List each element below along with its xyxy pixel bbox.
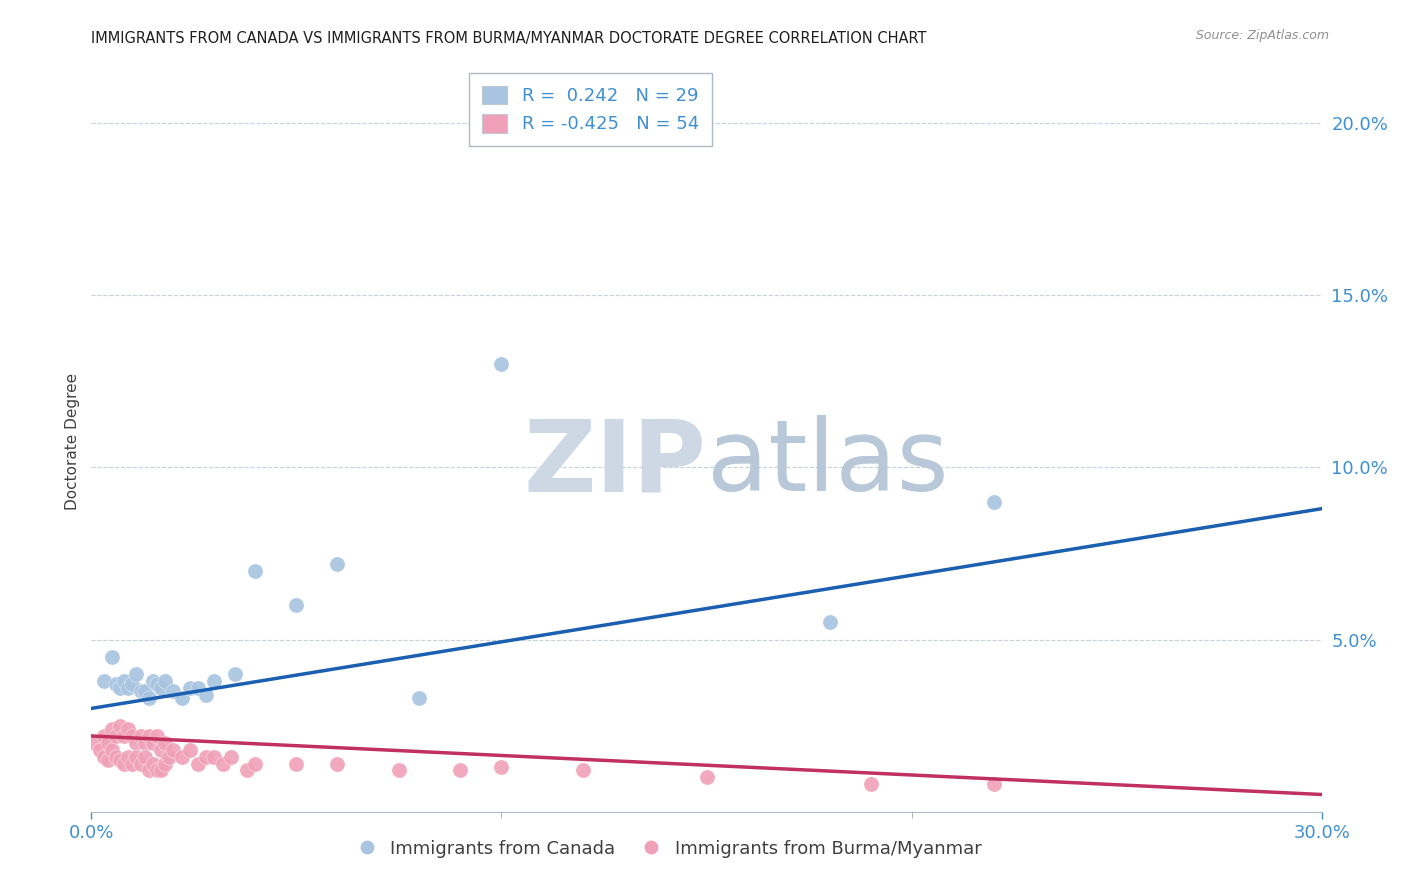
Y-axis label: Doctorate Degree: Doctorate Degree (65, 373, 80, 510)
Point (245, 564, 267, 578)
Point (859, 777, 882, 791)
Point (134, 749, 156, 764)
Point (125, 667, 148, 681)
Point (388, 764, 411, 778)
Point (326, 557, 349, 571)
Point (449, 764, 471, 778)
Point (89, 743, 111, 757)
Text: IMMIGRANTS FROM CANADA VS IMMIGRANTS FROM BURMA/MYANMAR DOCTORATE DEGREE CORRELA: IMMIGRANTS FROM CANADA VS IMMIGRANTS FRO… (91, 31, 927, 46)
Point (162, 684, 184, 698)
Legend: Immigrants from Canada, Immigrants from Burma/Myanmar: Immigrants from Canada, Immigrants from … (350, 832, 988, 865)
Point (93, 673, 115, 688)
Point (121, 756, 143, 771)
Point (117, 749, 139, 764)
Point (170, 691, 193, 706)
Point (108, 753, 131, 767)
Point (146, 764, 169, 778)
Point (219, 749, 242, 764)
Point (162, 743, 184, 757)
Point (150, 681, 173, 695)
Point (134, 684, 156, 698)
Point (150, 764, 173, 778)
Point (142, 736, 165, 750)
Point (108, 681, 131, 695)
Point (285, 756, 308, 771)
Point (326, 756, 349, 771)
Point (153, 736, 177, 750)
Point (112, 756, 135, 771)
Point (101, 743, 124, 757)
Text: atlas: atlas (706, 416, 948, 512)
Point (112, 673, 135, 688)
Point (146, 677, 169, 691)
Point (97, 736, 120, 750)
Point (491, 760, 513, 774)
Point (129, 756, 152, 771)
Point (93, 749, 115, 764)
Point (572, 764, 595, 778)
Point (285, 598, 308, 612)
Point (408, 691, 430, 706)
Point (170, 749, 193, 764)
Point (179, 743, 201, 757)
Point (818, 615, 841, 630)
Point (245, 756, 267, 771)
Point (138, 729, 160, 743)
Point (187, 756, 209, 771)
Point (129, 684, 152, 698)
Point (138, 764, 160, 778)
Point (695, 770, 717, 784)
Point (202, 673, 225, 688)
Point (150, 743, 173, 757)
Point (125, 736, 148, 750)
Point (108, 718, 131, 732)
Text: ZIP: ZIP (523, 416, 706, 512)
Point (211, 756, 233, 771)
Point (125, 749, 148, 764)
Point (195, 749, 218, 764)
Point (105, 749, 127, 764)
Point (142, 673, 165, 688)
Point (105, 677, 127, 691)
Point (236, 764, 259, 778)
Point (491, 357, 513, 371)
Point (224, 667, 246, 681)
Point (138, 691, 160, 706)
Point (101, 649, 124, 664)
Point (112, 729, 135, 743)
Point (93, 729, 115, 743)
Point (101, 722, 124, 736)
Point (142, 756, 165, 771)
Point (179, 681, 201, 695)
Point (983, 495, 1005, 509)
Point (134, 736, 156, 750)
Text: Source: ZipAtlas.com: Source: ZipAtlas.com (1195, 29, 1329, 42)
Point (157, 749, 180, 764)
Point (121, 677, 143, 691)
Point (117, 722, 139, 736)
Point (187, 681, 209, 695)
Point (84, 736, 107, 750)
Point (153, 673, 177, 688)
Point (97, 753, 120, 767)
Point (983, 777, 1005, 791)
Point (129, 729, 152, 743)
Point (121, 729, 143, 743)
Point (146, 729, 169, 743)
Point (202, 749, 225, 764)
Point (105, 729, 127, 743)
Point (195, 688, 218, 702)
Point (117, 681, 139, 695)
Point (153, 756, 177, 771)
